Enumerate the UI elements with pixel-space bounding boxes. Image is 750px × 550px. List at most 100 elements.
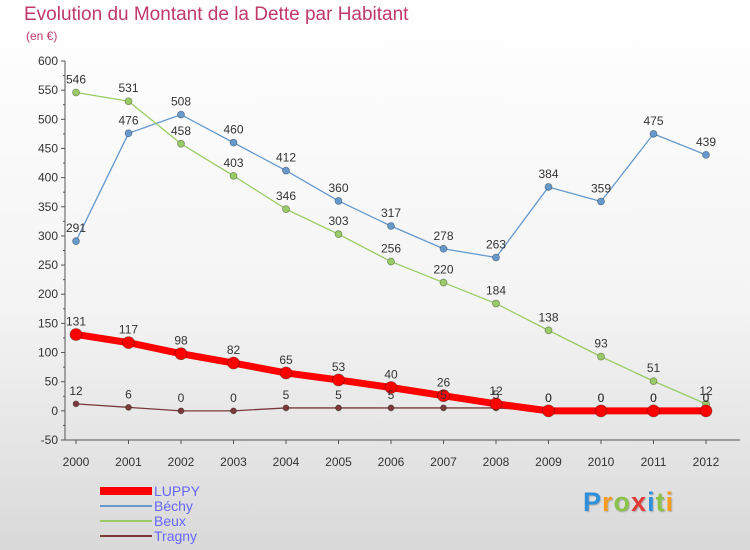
data-label: 476 [118, 113, 138, 127]
data-label: 5 [440, 388, 447, 402]
data-point [229, 138, 238, 147]
data-point [387, 222, 395, 230]
y-tick-label: 550 [38, 83, 58, 97]
x-tick-label: 2012 [693, 455, 720, 469]
data-label: 0 [545, 391, 552, 405]
data-point [334, 230, 343, 239]
data-point [594, 404, 608, 418]
data-label: 403 [223, 156, 243, 170]
y-tick-label: 0 [51, 404, 58, 418]
data-point [177, 139, 185, 148]
x-tick-label: 2002 [168, 455, 195, 469]
data-point [492, 253, 500, 262]
logo-letter: o [613, 487, 632, 517]
chart-title: Evolution du Montant de la Dette par Hab… [24, 4, 409, 25]
data-label: 346 [276, 189, 296, 203]
logo-letter: x [631, 487, 648, 517]
data-point [282, 205, 290, 214]
x-tick-label: 2006 [378, 455, 405, 469]
y-tick-label: -50 [41, 433, 59, 447]
data-label: 0 [178, 391, 185, 405]
data-label: 458 [171, 124, 191, 138]
data-label: 291 [66, 221, 86, 235]
legend-label: Tragny [154, 528, 198, 544]
data-point [122, 336, 135, 350]
data-point [230, 407, 237, 415]
data-point [387, 257, 395, 266]
data-point [124, 97, 133, 106]
logo-letter: P [583, 487, 603, 517]
data-label: 5 [388, 388, 395, 402]
data-point [332, 373, 345, 387]
y-tick-label: 400 [38, 171, 58, 185]
data-label: 460 [223, 123, 243, 137]
data-label: 12 [699, 384, 713, 398]
proxiti-logo: Proxiti [583, 487, 674, 518]
data-point [124, 129, 133, 138]
x-tick-label: 2007 [430, 455, 457, 469]
data-label: 0 [598, 391, 605, 405]
data-point [227, 356, 240, 370]
data-point [282, 166, 290, 175]
data-point [125, 403, 132, 411]
data-point [492, 299, 500, 308]
data-label: 131 [66, 314, 86, 328]
y-tick-label: 300 [38, 229, 58, 243]
data-point [699, 404, 713, 418]
data-label: 53 [332, 360, 346, 374]
data-point [384, 381, 398, 394]
x-tick-label: 2008 [483, 455, 510, 469]
legend-label: Beux [154, 513, 186, 529]
data-label: 0 [703, 391, 710, 405]
y-tick-label: 500 [38, 112, 58, 126]
y-tick-label: 600 [38, 54, 58, 68]
legend-swatch [100, 535, 152, 537]
data-point [702, 150, 710, 159]
data-point [440, 404, 447, 412]
data-label: 26 [437, 376, 451, 390]
x-tick-label: 2004 [273, 455, 300, 469]
data-label: 0 [650, 391, 657, 405]
data-label: 6 [125, 387, 132, 401]
y-tick-label: 250 [38, 258, 58, 272]
data-point [544, 326, 553, 335]
y-tick-label: 450 [38, 141, 58, 155]
data-point [544, 183, 553, 191]
data-label: 0 [545, 391, 552, 405]
data-label: 412 [276, 151, 296, 165]
data-label: 65 [279, 353, 293, 367]
data-point [489, 397, 503, 411]
data-label: 475 [643, 114, 663, 128]
y-tick-label: 150 [38, 316, 58, 330]
data-label: 98 [174, 334, 188, 348]
data-point [649, 377, 658, 386]
data-point [177, 407, 185, 415]
data-point [69, 328, 83, 341]
data-label: 5 [493, 388, 500, 402]
data-point [649, 129, 658, 138]
data-label: 40 [384, 368, 398, 382]
data-label: 546 [66, 72, 86, 86]
data-label: 303 [328, 214, 348, 228]
data-label: 0 [230, 391, 237, 405]
data-label: 5 [335, 388, 342, 402]
data-label: 531 [118, 81, 138, 95]
data-point [647, 404, 660, 418]
data-label: 384 [538, 167, 558, 181]
data-label: 51 [647, 361, 661, 375]
legend-label: Béchy [154, 498, 193, 514]
x-tick-label: 2005 [325, 455, 352, 469]
data-label: 12 [69, 384, 83, 398]
data-label: 508 [171, 95, 191, 109]
data-point [174, 347, 188, 361]
data-point [72, 88, 80, 97]
data-label: 12 [489, 384, 503, 398]
data-point [597, 197, 605, 206]
x-tick-label: 2009 [535, 455, 562, 469]
y-tick-label: 200 [38, 287, 58, 301]
y-tick-label: 50 [45, 375, 59, 389]
legend-swatch [100, 505, 152, 507]
data-point [177, 110, 185, 119]
chart-subtitle: (en €) [26, 29, 58, 43]
data-point [72, 400, 80, 408]
